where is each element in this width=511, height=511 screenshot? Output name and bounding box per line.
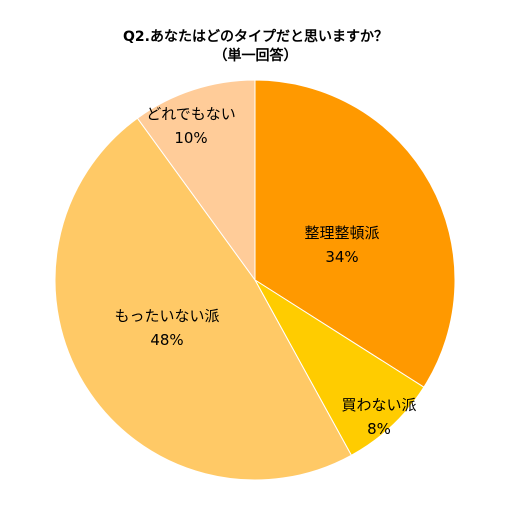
slice-label: 整理整頓派	[304, 224, 379, 242]
slice-value-label: 48%	[150, 331, 183, 349]
slice-label: 買わない派	[341, 396, 416, 414]
slice-value-label: 34%	[325, 248, 358, 266]
slice-value-label: 8%	[367, 420, 391, 438]
slice-label: どれでもない	[146, 105, 236, 123]
slice-label: もったいない派	[114, 307, 219, 325]
pie-slice	[254, 279, 425, 456]
chart-title: Q2.あなたはどのタイプだと思いますか？	[123, 29, 388, 45]
pie-slice	[54, 117, 353, 481]
pie-slice	[254, 79, 456, 388]
pie-slice	[136, 79, 256, 282]
chart-subtitle: （単一回答）	[213, 48, 298, 64]
slice-value-label: 10%	[174, 129, 207, 147]
